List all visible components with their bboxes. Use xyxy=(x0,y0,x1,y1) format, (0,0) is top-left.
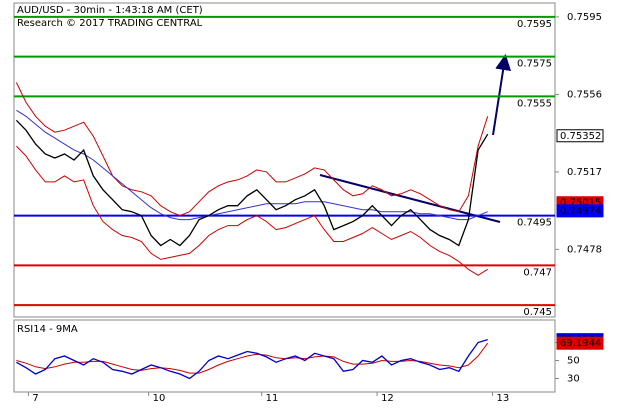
price-panel xyxy=(13,2,556,318)
level-label: 0.7595 xyxy=(517,19,552,30)
price-tag-label: 0.75015 xyxy=(560,198,601,209)
x-tick-label: 12 xyxy=(381,393,394,404)
level-label: 0.7495 xyxy=(517,218,552,229)
price-tag xyxy=(556,204,604,218)
series-line xyxy=(15,119,489,247)
price-tag-label: 0.74974 xyxy=(560,206,601,217)
y-tick-label: 50 xyxy=(567,356,580,367)
series-line xyxy=(16,338,488,380)
price-tag xyxy=(556,336,604,350)
y-tick-label: 0.7556 xyxy=(567,89,602,100)
price-tag-label: 69.1944 xyxy=(560,338,601,349)
x-tick-label: 13 xyxy=(496,393,509,404)
x-tick-label: 10 xyxy=(153,393,166,404)
price-tag-label: 0.75352 xyxy=(560,131,601,142)
series-line xyxy=(16,342,489,374)
chart-subtitle: Research © 2017 TRADING CENTRAL xyxy=(17,18,203,29)
x-tick-label: 11 xyxy=(266,393,279,404)
level-label: 0.7555 xyxy=(517,98,552,109)
chart-title: AUD/USD - 30min - 1:43:18 AM (CET) xyxy=(17,5,203,16)
series-line xyxy=(16,109,488,221)
level-label: 0.7575 xyxy=(517,59,552,70)
y-tick-label: 0.7478 xyxy=(567,244,602,255)
level-label: 0.745 xyxy=(523,307,552,318)
series-line xyxy=(16,145,488,276)
y-tick-label: 0.7517 xyxy=(567,167,602,178)
y-tick-label: 30 xyxy=(567,374,580,385)
rsi-title: RSI14 - 9MA xyxy=(17,324,78,335)
rsi-panel xyxy=(13,319,556,393)
level-label: 0.747 xyxy=(523,267,552,278)
trend-line xyxy=(319,174,501,223)
x-tick-label: 7 xyxy=(32,393,38,404)
price-tag xyxy=(556,129,604,143)
series-line xyxy=(15,82,489,217)
y-tick-label: 0.7595 xyxy=(567,12,602,23)
